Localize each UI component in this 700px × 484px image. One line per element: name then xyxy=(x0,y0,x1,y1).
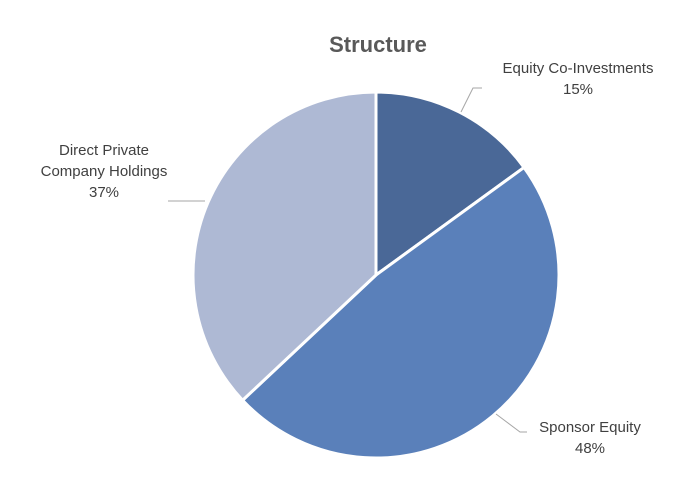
pie-slice-sponsor-equity xyxy=(240,165,561,460)
slice-label-sponsor-equity: Sponsor Equity 48% xyxy=(539,419,641,457)
pie-slice-direct-private-company-holdings xyxy=(191,90,378,403)
pie-slice-equity-co-investments xyxy=(374,90,527,278)
leader-line-sponsor-equity xyxy=(495,413,527,433)
leader-lines xyxy=(168,87,527,433)
slice-value-direct-private-company-holdings: 37% xyxy=(89,184,119,201)
slice-labels: Equity Co-Investments 15% Sponsor Equity 48… xyxy=(41,60,654,457)
slice-value-sponsor-equity: 48% xyxy=(575,440,605,457)
slice-value-equity-co-investments: 15% xyxy=(563,81,593,98)
slice-label-direct-private-company-holdings: Direct Private Company Holdings 37% xyxy=(41,142,168,201)
leader-line-equity-co-investments xyxy=(460,87,482,113)
pie-slices xyxy=(191,90,561,460)
slice-label-equity-co-investments: Equity Co-Investments 15% xyxy=(503,60,654,98)
chart-title: Structure xyxy=(329,32,427,57)
